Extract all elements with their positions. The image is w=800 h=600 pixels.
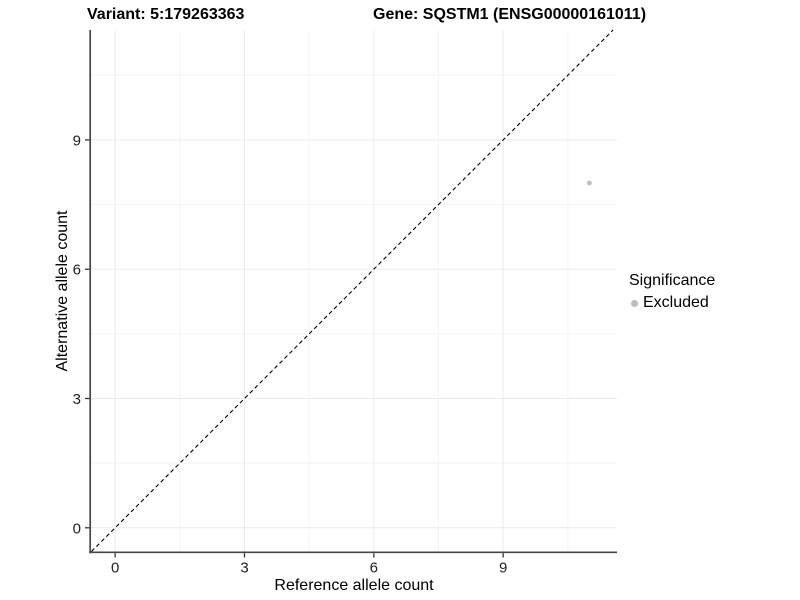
x-tick-label: 6 <box>370 560 378 577</box>
y-tick-label: 3 <box>73 391 81 408</box>
gene-title: Gene: SQSTM1 (ENSG00000161011) <box>373 6 647 23</box>
x-axis-label: Reference allele count <box>274 577 434 594</box>
x-tick-label: 0 <box>111 560 119 577</box>
x-tick-label: 3 <box>240 560 248 577</box>
legend-entries: Excluded <box>629 294 715 312</box>
legend-entry: Excluded <box>631 294 715 312</box>
y-tick-label: 6 <box>73 262 81 279</box>
y-axis-label: Alternative allele count <box>54 210 71 372</box>
identity-dashed-line <box>91 29 614 552</box>
legend-point-icon <box>631 299 638 307</box>
variant-title: Variant: 5:179263363 <box>87 6 245 23</box>
y-tick-label: 9 <box>73 132 81 149</box>
data-point <box>587 180 592 186</box>
legend-entry-label: Excluded <box>643 294 709 311</box>
legend-title: Significance <box>629 272 716 289</box>
legend: Significance Excluded <box>629 272 715 312</box>
y-tick-label: 0 <box>73 520 81 537</box>
x-tick-label: 9 <box>499 560 507 577</box>
